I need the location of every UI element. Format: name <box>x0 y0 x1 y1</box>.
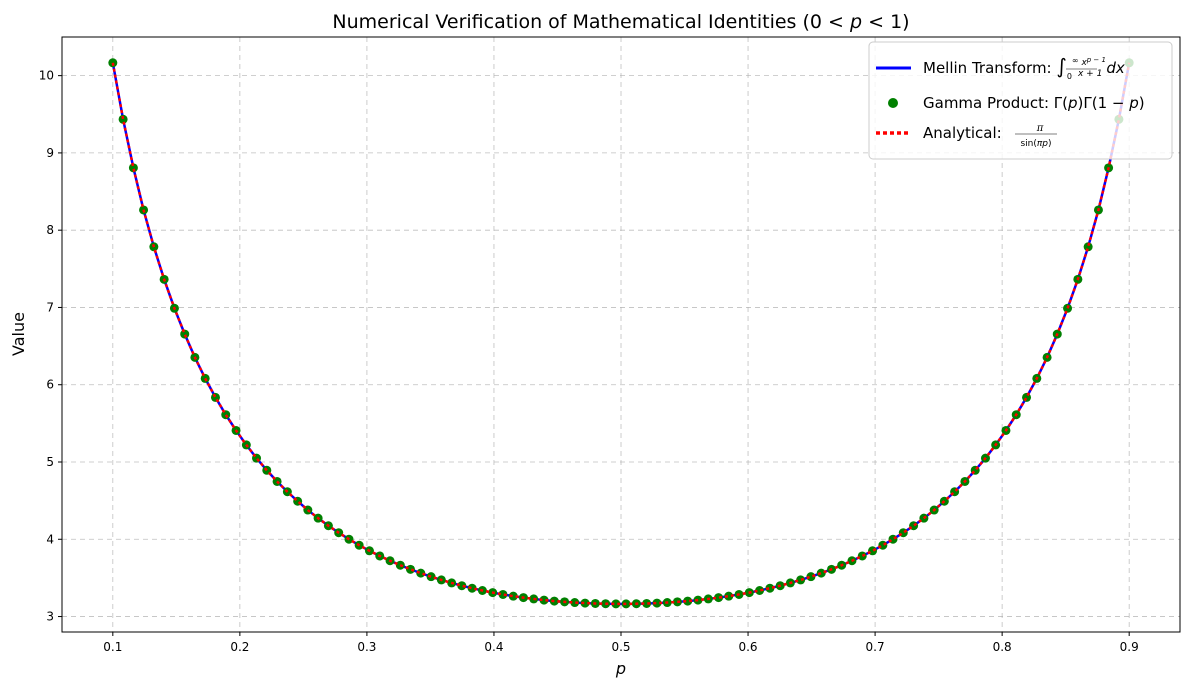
legend-label-gamma: Gamma Product: Γ(p)Γ(1 − p) <box>923 94 1145 112</box>
y-axis-label: Value <box>9 312 28 356</box>
gamma-point <box>539 595 549 605</box>
series-line-analytical <box>111 62 1131 606</box>
gamma-point <box>1022 392 1032 402</box>
gamma-point <box>580 598 590 608</box>
x-tick-label: 0.8 <box>993 640 1012 654</box>
legend-frac-numerator: π <box>1036 123 1044 134</box>
gamma-point <box>128 163 138 173</box>
ticks-layer: 0.1 0.2 0.3 0.4 0.5 0.6 0.7 0.8 0.9 3 4 5 6 7 8 9 10 <box>39 69 1139 654</box>
series-layer <box>108 58 1134 609</box>
gamma-point <box>508 591 518 601</box>
gamma-point <box>765 583 775 593</box>
x-tick-label: 0.4 <box>484 640 503 654</box>
chart-title: Numerical Verification of Mathematical I… <box>332 11 909 33</box>
y-tick-label: 3 <box>46 610 54 624</box>
gamma-point <box>108 58 118 68</box>
gamma-point <box>642 598 652 608</box>
legend-frac-denominator: sin(πp) <box>1020 139 1051 149</box>
gamma-point <box>652 598 662 608</box>
gamma-point <box>878 540 888 550</box>
gamma-point <box>467 583 477 593</box>
gamma-point <box>806 572 816 582</box>
gamma-point <box>796 575 806 585</box>
gamma-point <box>416 568 426 578</box>
x-tick-label: 0.6 <box>738 640 757 654</box>
x-tick-label: 0.3 <box>357 640 376 654</box>
x-axis-label: p <box>615 659 626 678</box>
gamma-point <box>426 572 436 582</box>
gamma-point <box>857 551 867 561</box>
gamma-point <box>868 546 878 556</box>
x-tick-label: 0.9 <box>1120 640 1139 654</box>
legend-frame <box>868 41 1173 160</box>
gamma-point <box>755 586 765 595</box>
y-tick-label: 6 <box>46 378 54 392</box>
x-tick-label: 0.2 <box>230 640 249 654</box>
y-tick-label: 9 <box>46 146 54 160</box>
x-tick-label: 0.5 <box>611 640 630 654</box>
gamma-point <box>118 114 128 124</box>
legend-label-analytical: Analytical: <box>923 124 1002 142</box>
gamma-point <box>1063 303 1073 313</box>
legend-swatch-gamma <box>888 98 898 108</box>
x-tick-label: 0.1 <box>103 640 122 654</box>
gamma-point <box>1083 242 1093 252</box>
y-tick-label: 5 <box>46 455 54 469</box>
y-tick-label: 8 <box>46 223 54 237</box>
gamma-point <box>611 599 621 609</box>
y-tick-label: 10 <box>39 69 54 83</box>
y-tick-label: 7 <box>46 300 54 314</box>
gamma-point <box>724 591 734 601</box>
y-tick-label: 4 <box>46 532 54 546</box>
gamma-point <box>683 596 693 606</box>
x-tick-label: 0.7 <box>866 640 885 654</box>
gamma-point <box>714 593 724 603</box>
gamma-point <box>816 568 826 578</box>
gamma-point <box>498 589 508 599</box>
gamma-point <box>570 598 580 608</box>
gamma-point <box>457 581 467 591</box>
